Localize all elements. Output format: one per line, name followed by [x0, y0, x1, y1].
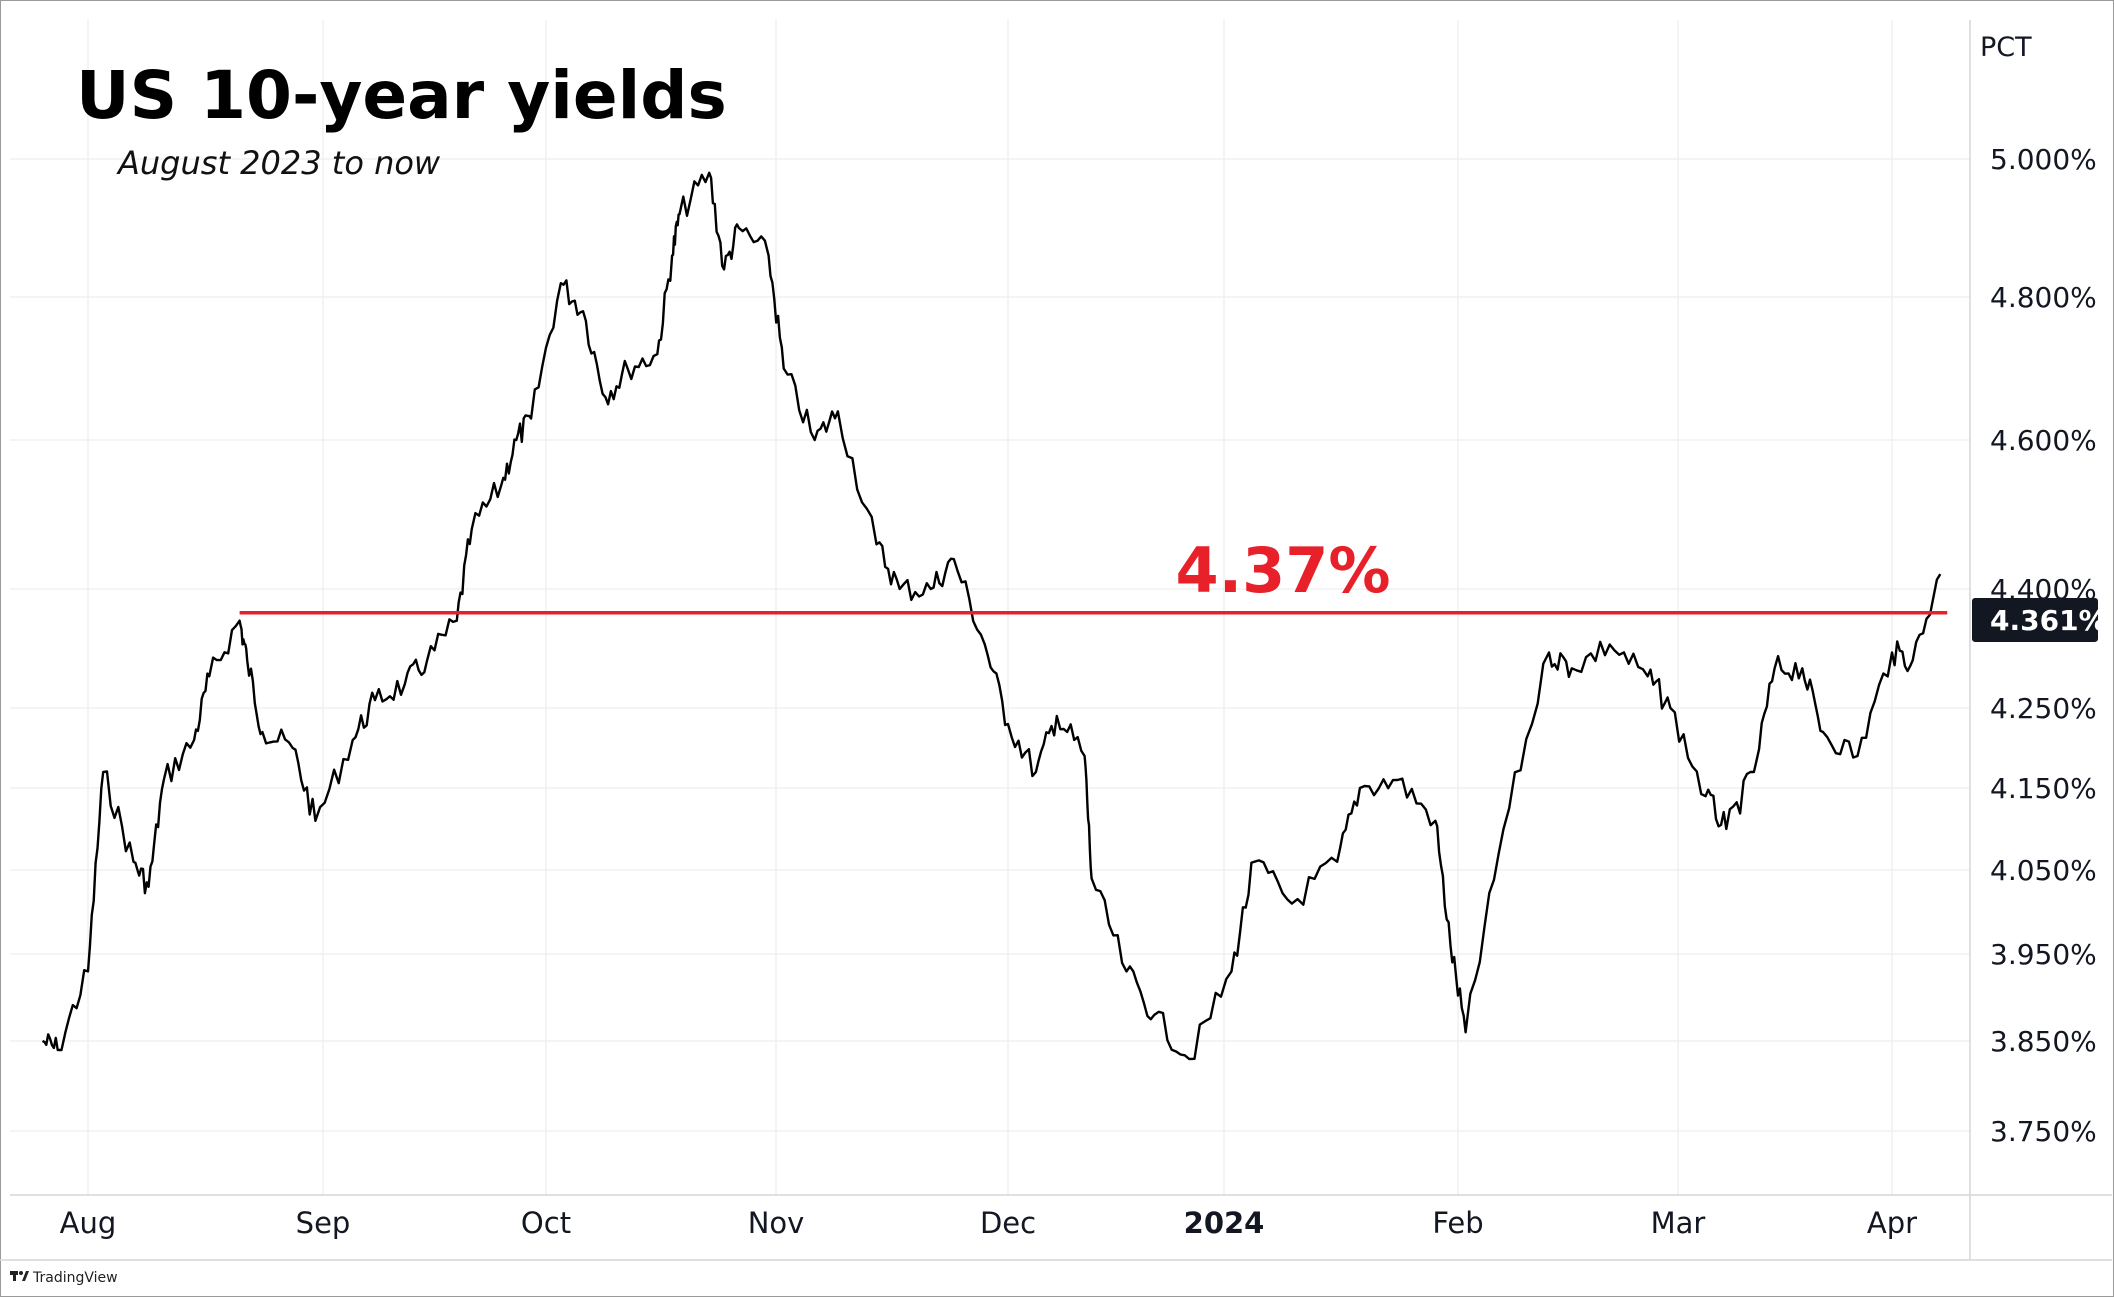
tradingview-logo-icon: [10, 1271, 29, 1281]
reference-line-label: 4.37%: [1175, 534, 1390, 607]
y-tick-label: 3.850%: [1990, 1025, 2097, 1058]
series-line-us10y: [41, 171, 1942, 1061]
x-tick-label: Dec: [980, 1206, 1036, 1240]
x-tick-label: Nov: [748, 1206, 805, 1240]
x-tick-label: Oct: [521, 1206, 571, 1240]
y-tick-label: 4.600%: [1990, 424, 2097, 457]
x-tick-label: Mar: [1651, 1206, 1706, 1240]
y-tick-label: 3.750%: [1990, 1115, 2097, 1148]
x-tick-label: Aug: [60, 1206, 117, 1240]
x-tick-label: Feb: [1432, 1206, 1483, 1240]
last-value-badge: 4.361%: [1972, 597, 2107, 642]
x-tick-label-year: 2024: [1184, 1206, 1265, 1240]
y-tick-label: 4.250%: [1990, 692, 2097, 725]
grid: [10, 20, 1970, 1195]
x-tick-label: Apr: [1867, 1206, 1917, 1240]
y-tick-label: 4.150%: [1990, 772, 2097, 805]
last-value-box: [1972, 597, 2098, 642]
tradingview-logo-text: TradingView: [32, 1270, 118, 1286]
tradingview-logo: TradingView: [10, 1270, 118, 1286]
y-axis-unit-label: PCT: [1980, 32, 2032, 63]
y-tick-label: 5.000%: [1990, 143, 2097, 176]
y-tick-label: 3.950%: [1990, 938, 2097, 971]
y-tick-label: 4.050%: [1990, 854, 2097, 887]
y-axis-tick-labels: 5.000% 4.800% 4.600% 4.400% 4.250% 4.150…: [1990, 143, 2097, 1148]
x-tick-label: Sep: [296, 1206, 351, 1240]
last-value-label: 4.361%: [1990, 604, 2107, 637]
chart-title: US 10-year yields: [76, 57, 727, 134]
chart-subtitle: August 2023 to now: [116, 144, 441, 182]
x-axis-tick-labels: Aug Sep Oct Nov Dec 2024 Feb Mar Apr: [60, 1206, 1917, 1240]
y-tick-label: 4.800%: [1990, 281, 2097, 314]
